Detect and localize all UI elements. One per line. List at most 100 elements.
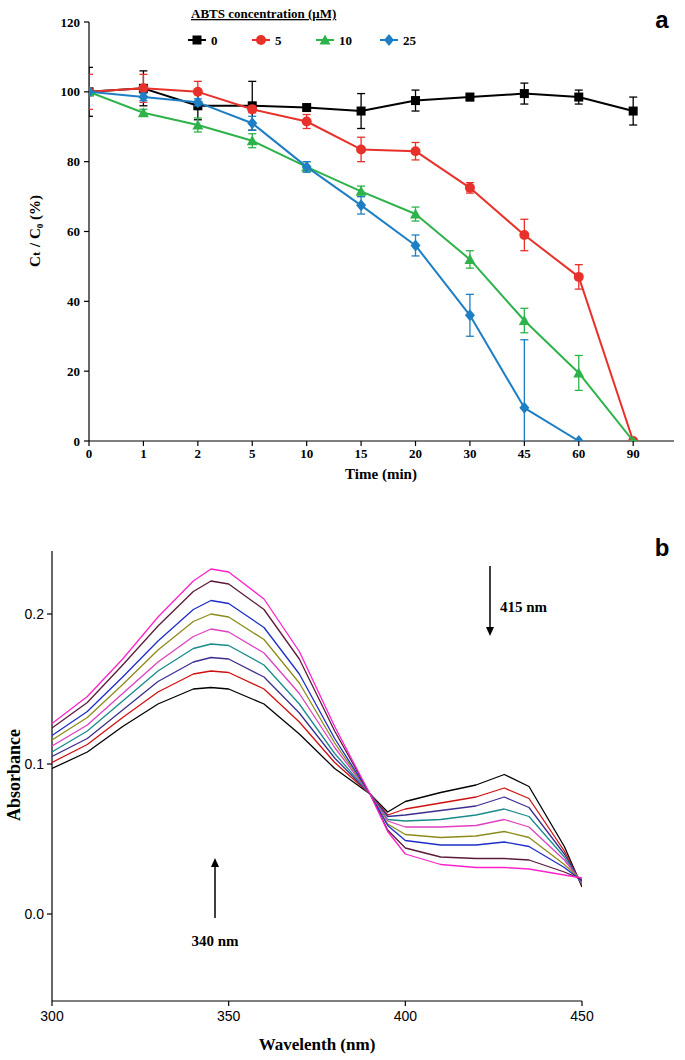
- error-cap: [520, 339, 528, 340]
- y-tick-label: 0.1: [25, 756, 45, 772]
- error-bar: [357, 137, 365, 161]
- error-cap: [89, 67, 93, 68]
- y-tick: [84, 21, 89, 22]
- series: [52, 614, 582, 881]
- error-cap: [412, 110, 420, 111]
- error-cap: [466, 268, 474, 269]
- error-cap: [89, 116, 93, 117]
- x-tick-label: 1: [140, 446, 147, 461]
- marker: [411, 239, 421, 251]
- error-bar: [89, 67, 93, 116]
- error-cap: [303, 128, 311, 129]
- error-bar: [412, 142, 420, 159]
- line: [52, 581, 582, 880]
- x-tick-label: 2: [195, 446, 202, 461]
- error-cap: [520, 332, 528, 333]
- marker: [465, 309, 475, 321]
- marker: [629, 107, 638, 116]
- marker: [574, 272, 584, 282]
- y-tick: [84, 231, 89, 232]
- arrow-shaft: [489, 566, 491, 628]
- x-tick-label: 15: [355, 446, 369, 461]
- legend-label: 5: [275, 33, 282, 48]
- error-cap: [194, 81, 202, 82]
- legend-entry: 0: [188, 33, 218, 48]
- annotation-label: 415 nm: [500, 599, 548, 615]
- chart-a: 020406080100120012510152030456090ABTS co…: [27, 6, 674, 483]
- plot-area: [52, 569, 582, 887]
- error-cap: [194, 131, 202, 132]
- series: [89, 86, 584, 441]
- marker: [574, 435, 584, 441]
- annotation: 415 nm: [486, 566, 548, 636]
- marker: [411, 146, 421, 156]
- line: [89, 88, 633, 441]
- marker: [193, 96, 203, 108]
- series: [52, 569, 582, 878]
- x-tick: [405, 1001, 406, 1006]
- plot-area: [89, 67, 639, 441]
- marker: [574, 93, 583, 102]
- legend-title: ABTS concentration (μM): [191, 6, 336, 21]
- x-tick-label: 350: [217, 1008, 241, 1024]
- series: [89, 74, 638, 441]
- error-bar: [303, 115, 311, 129]
- error-cap: [520, 219, 528, 220]
- error-cap: [466, 250, 474, 251]
- error-cap: [139, 70, 147, 71]
- y-tick-label: 80: [67, 154, 80, 169]
- error-cap: [303, 114, 311, 115]
- error-cap: [139, 74, 147, 75]
- marker: [138, 91, 148, 103]
- x-tick-label: 5: [249, 446, 256, 461]
- error-cap: [629, 124, 637, 125]
- marker: [520, 89, 529, 98]
- error-cap: [575, 103, 583, 104]
- y-axis-title: Cₜ / C₀ (%): [27, 195, 44, 267]
- legend-marker: [320, 35, 331, 45]
- error-cap: [575, 390, 583, 391]
- error-stem: [524, 340, 525, 441]
- axes: [84, 22, 674, 446]
- marker: [573, 367, 584, 377]
- legend-marker: [256, 35, 266, 45]
- marker: [302, 161, 312, 173]
- y-tick: [84, 91, 89, 92]
- series: [89, 86, 639, 441]
- y-tick: [47, 913, 52, 914]
- marker: [302, 103, 311, 112]
- error-cap: [248, 130, 256, 131]
- arrow-head: [486, 627, 494, 636]
- legend-entry: 10: [316, 33, 352, 48]
- line: [89, 92, 633, 441]
- error-bar: [357, 197, 365, 214]
- x-tick-label: 400: [394, 1008, 418, 1024]
- error-cap: [357, 137, 365, 138]
- y-tick: [84, 440, 89, 441]
- marker: [628, 436, 639, 442]
- error-cap: [248, 130, 256, 131]
- marker: [356, 144, 366, 154]
- annotation-label: 340 nm: [191, 933, 239, 949]
- error-bar: [248, 116, 256, 130]
- x-tick-label: 0: [86, 446, 93, 461]
- x-axis: [52, 1000, 582, 1001]
- x-tick-label: 30: [463, 446, 476, 461]
- x-tick-label: 20: [409, 446, 422, 461]
- line: [89, 92, 579, 441]
- error-cap: [520, 103, 528, 104]
- marker: [247, 117, 257, 129]
- error-cap: [575, 89, 583, 90]
- marker: [519, 230, 529, 240]
- error-bar: [466, 183, 474, 193]
- y-tick: [47, 613, 52, 614]
- error-bar: [575, 265, 583, 289]
- error-bar: [520, 219, 528, 250]
- x-tick-label: 45: [518, 446, 532, 461]
- marker: [519, 402, 529, 414]
- y-axis-title: Absorbance: [4, 729, 24, 821]
- series: [52, 601, 582, 882]
- marker: [247, 135, 258, 145]
- line: [52, 658, 582, 885]
- y-tick-label: 60: [67, 224, 80, 239]
